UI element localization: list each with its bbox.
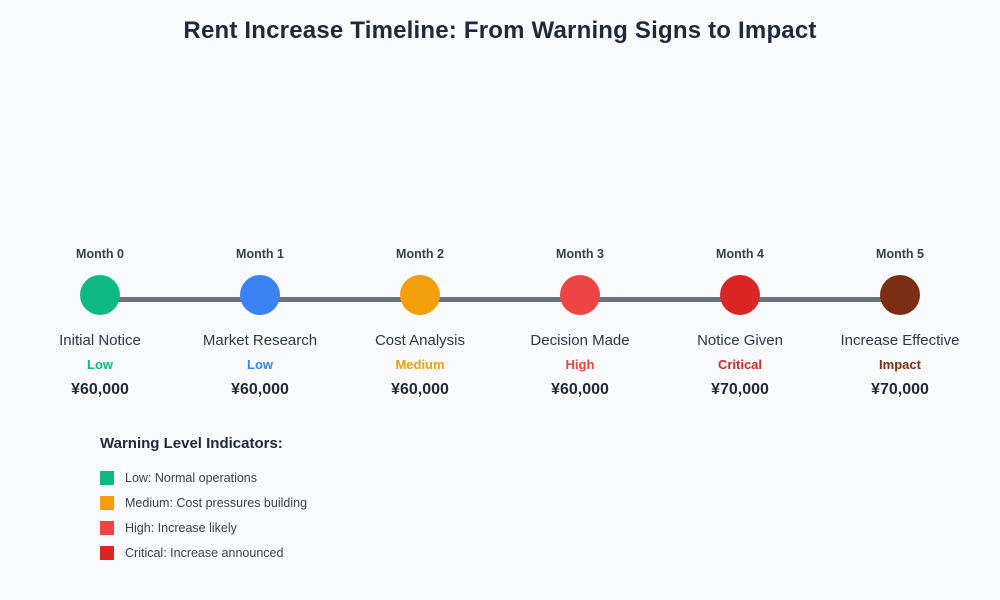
timeline-node-month-4: Month 4 Notice Given Critical ¥70,000: [655, 246, 825, 399]
medium-swatch-icon: [100, 495, 114, 510]
timeline-node-month-3: Month 3 Decision Made High ¥60,000: [495, 246, 665, 399]
legend-label: Low: Normal operations: [125, 470, 258, 485]
milestone-circle-icon: [720, 275, 760, 315]
timeline-node-month-0: Month 0 Initial Notice Low ¥60,000: [15, 246, 185, 399]
milestone-circle-icon: [880, 275, 920, 315]
node-title: Cost Analysis: [374, 332, 466, 349]
node-title: Decision Made: [530, 332, 630, 349]
rent-amount: ¥70,000: [711, 381, 769, 398]
rent-amount: ¥60,000: [231, 381, 289, 398]
rent-amount: ¥60,000: [391, 381, 449, 398]
legend-item-medium: Medium: Cost pressures building: [100, 490, 307, 515]
warning-level: Critical: [717, 357, 763, 372]
legend-label: Medium: Cost pressures building: [125, 495, 308, 510]
milestone-circle-icon: [560, 275, 600, 315]
month-label: Month 2: [396, 247, 444, 261]
node-title: Notice Given: [697, 332, 783, 349]
legend-title: Warning Level Indicators:: [100, 435, 283, 452]
warning-level: High: [565, 357, 595, 372]
legend: Warning Level Indicators: Low: Normal op…: [100, 435, 307, 565]
milestone-circle-icon: [80, 275, 120, 315]
high-swatch-icon: [100, 520, 114, 535]
timeline-line: [100, 297, 900, 302]
legend-item-low: Low: Normal operations: [100, 465, 307, 490]
warning-level: Low: [247, 357, 273, 372]
warning-level: Impact: [879, 357, 921, 372]
warning-level: Low: [87, 357, 113, 372]
month-label: Month 4: [716, 247, 764, 261]
legend-item-critical: Critical: Increase announced: [100, 540, 307, 565]
timeline-node-month-1: Month 1 Market Research Low ¥60,000: [175, 246, 345, 399]
page-title: Rent Increase Timeline: From Warning Sig…: [183, 17, 817, 44]
rent-amount: ¥60,000: [551, 381, 609, 398]
rent-amount: ¥60,000: [71, 381, 129, 398]
node-title: Increase Effective: [840, 332, 960, 349]
milestone-circle-icon: [240, 275, 280, 315]
milestone-circle-icon: [400, 275, 440, 315]
legend-item-high: High: Increase likely: [100, 515, 307, 540]
low-swatch-icon: [100, 470, 114, 485]
legend-label: Critical: Increase announced: [125, 545, 284, 560]
legend-label: High: Increase likely: [125, 520, 237, 535]
node-title: Initial Notice: [59, 332, 141, 349]
timeline-node-month-5: Month 5 Increase Effective Impact ¥70,00…: [815, 246, 985, 399]
month-label: Month 5: [876, 247, 924, 261]
month-label: Month 0: [76, 247, 124, 261]
warning-level: Medium: [395, 357, 445, 372]
timeline-node-month-2: Month 2 Cost Analysis Medium ¥60,000: [335, 246, 505, 399]
month-label: Month 1: [236, 247, 284, 261]
node-title: Market Research: [202, 332, 318, 349]
critical-swatch-icon: [100, 545, 114, 560]
month-label: Month 3: [556, 247, 604, 261]
rent-amount: ¥70,000: [871, 381, 929, 398]
